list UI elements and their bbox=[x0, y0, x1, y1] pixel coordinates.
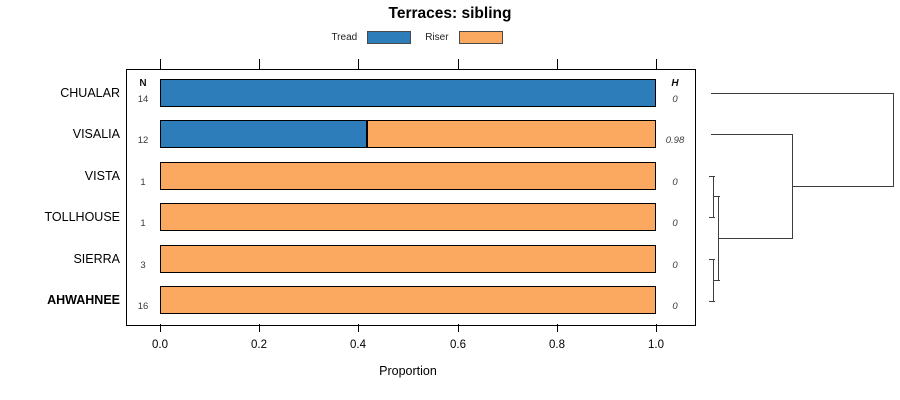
category-label: AHWAHNEE bbox=[47, 293, 120, 307]
x-axis-tick-bottom bbox=[656, 324, 657, 332]
x-axis-tick-label: 0.4 bbox=[350, 339, 366, 351]
dendrogram-v-line bbox=[713, 176, 714, 218]
bar-segment-riser bbox=[160, 286, 656, 314]
category-label: VISALIA bbox=[72, 127, 120, 142]
bar-segment-tread bbox=[160, 79, 656, 107]
legend-swatch-riser bbox=[458, 30, 503, 44]
dendrogram-h-line bbox=[792, 186, 894, 187]
h-value: 0 bbox=[672, 94, 678, 105]
x-axis-tick-top bbox=[259, 59, 260, 69]
dendrogram-v-line bbox=[718, 196, 719, 281]
x-axis-tick-label: 0.0 bbox=[152, 339, 168, 351]
x-axis-title: Proportion bbox=[379, 364, 437, 378]
x-axis-tick-top bbox=[358, 59, 359, 69]
x-axis-tick-label: 0.2 bbox=[251, 339, 267, 351]
x-axis-tick-top bbox=[458, 59, 459, 69]
n-value: 3 bbox=[140, 259, 146, 271]
dendrogram-h-line bbox=[711, 134, 793, 135]
n-value: 1 bbox=[140, 176, 146, 188]
h-value: 0 bbox=[672, 176, 678, 188]
dendrogram-h-line bbox=[711, 93, 894, 94]
bar-segment-riser bbox=[367, 120, 656, 149]
h-column-header: H bbox=[671, 78, 679, 89]
n-value: 16 bbox=[137, 301, 149, 312]
n-value: 12 bbox=[137, 135, 149, 147]
dendrogram-h-line bbox=[709, 176, 715, 177]
bar-segment-tread bbox=[160, 120, 367, 149]
h-value: 0.98 bbox=[665, 135, 685, 147]
x-axis-tick-top bbox=[160, 59, 161, 69]
legend: Tread Riser bbox=[126, 29, 694, 45]
category-label: VISTA bbox=[84, 168, 120, 183]
category-label: TOLLHOUSE bbox=[44, 210, 121, 225]
x-axis-tick-bottom bbox=[557, 324, 558, 332]
dendrogram-h-line bbox=[709, 217, 715, 218]
dendrogram-h-line bbox=[709, 301, 715, 302]
dendrogram-v-line bbox=[792, 134, 793, 239]
x-axis-tick-bottom bbox=[259, 324, 260, 332]
n-value: 14 bbox=[137, 94, 149, 105]
n-value: 1 bbox=[140, 218, 146, 230]
legend-swatch-tread bbox=[367, 30, 412, 44]
x-axis-tick-bottom bbox=[358, 324, 359, 332]
x-axis-tick-bottom bbox=[160, 324, 161, 332]
n-column-header: N bbox=[139, 78, 147, 89]
dendrogram-h-line bbox=[713, 196, 720, 197]
plot-border bbox=[126, 69, 696, 326]
h-value: 0 bbox=[672, 259, 678, 271]
x-axis-tick-label: 0.8 bbox=[549, 339, 565, 351]
dendrogram-h-line bbox=[718, 238, 793, 239]
x-axis-tick-top bbox=[656, 59, 657, 69]
dendrogram-v-line bbox=[713, 259, 714, 302]
dendrogram-h-line bbox=[713, 280, 720, 281]
bar-segment-riser bbox=[160, 161, 656, 190]
bar-segment-riser bbox=[160, 244, 656, 273]
legend-label-tread: Tread bbox=[331, 31, 358, 43]
h-value: 0 bbox=[672, 301, 678, 312]
x-axis-tick-bottom bbox=[458, 324, 459, 332]
legend-label-riser: Riser bbox=[425, 31, 449, 43]
x-axis-tick-label: 0.6 bbox=[450, 339, 466, 351]
dendrogram-v-line bbox=[893, 93, 894, 187]
x-axis-tick-label: 1.0 bbox=[648, 339, 664, 351]
h-value: 0 bbox=[672, 218, 678, 230]
category-label: CHUALAR bbox=[60, 86, 120, 100]
chart-title: Terraces: sibling bbox=[388, 5, 512, 22]
dendrogram-h-line bbox=[709, 259, 715, 260]
bar-segment-riser bbox=[160, 203, 656, 232]
x-axis-tick-top bbox=[557, 59, 558, 69]
category-label: SIERRA bbox=[73, 251, 120, 266]
